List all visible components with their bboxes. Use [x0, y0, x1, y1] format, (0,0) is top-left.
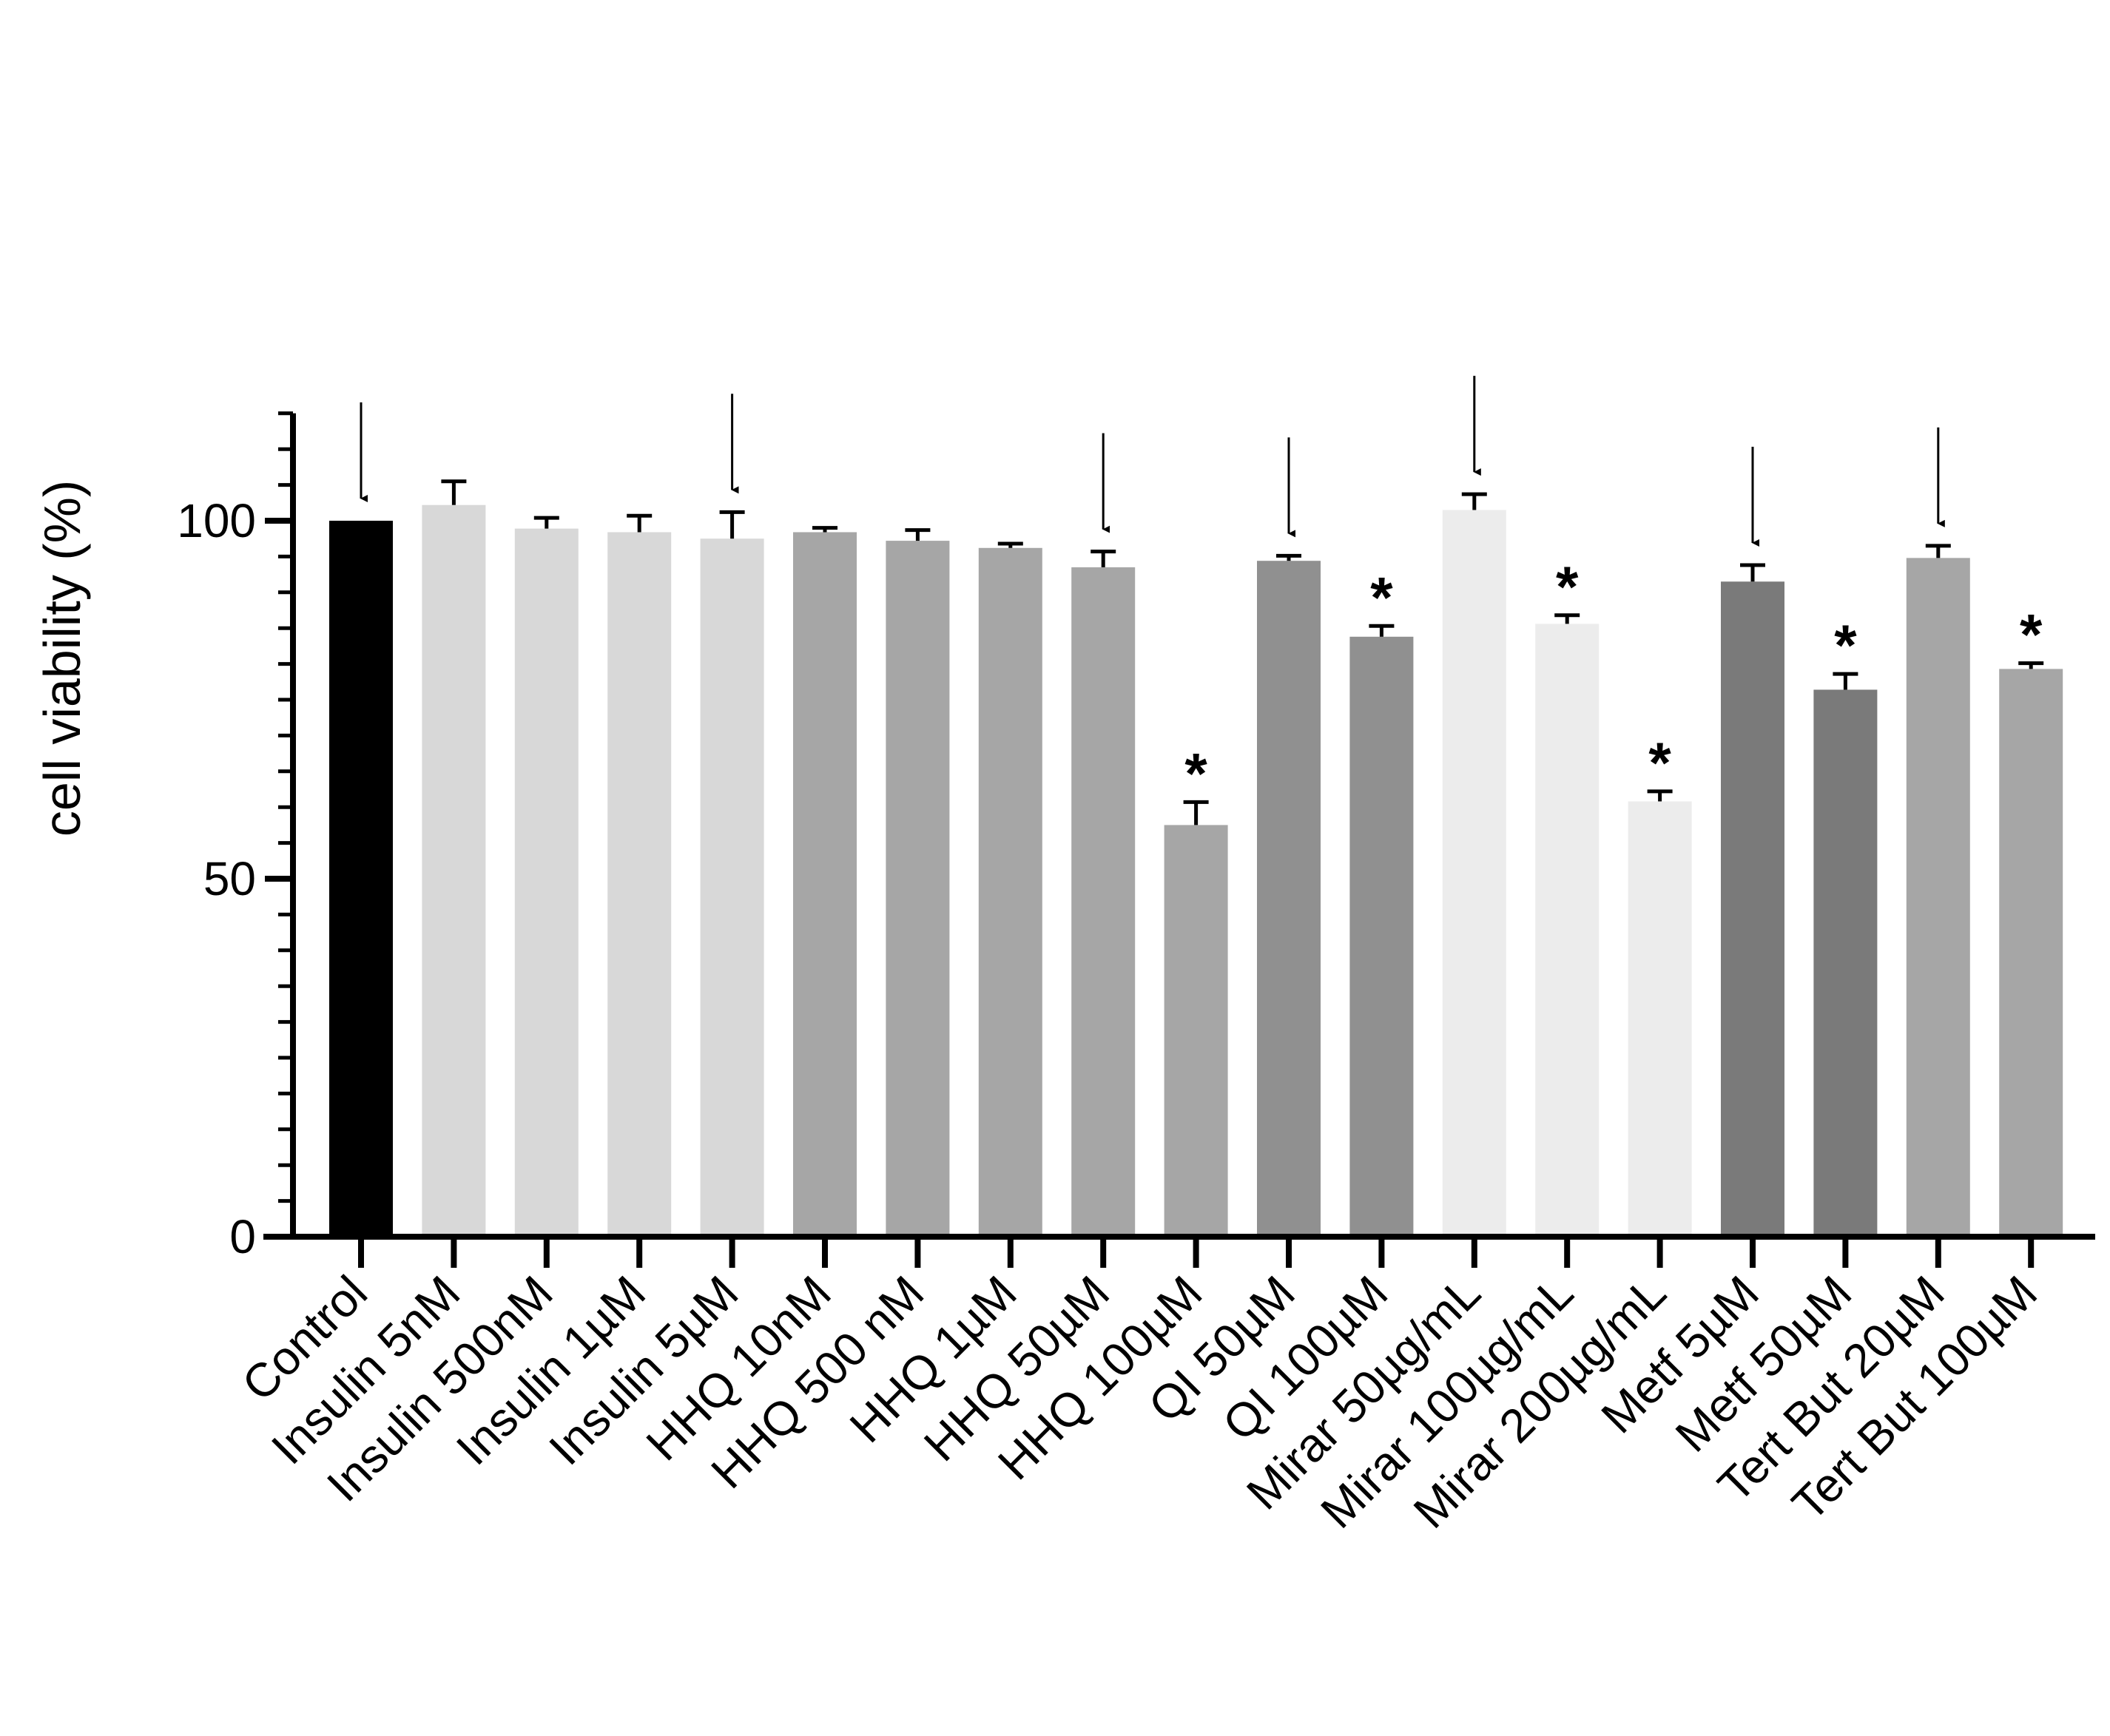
- bar: [886, 541, 950, 1237]
- bar: [1906, 558, 1970, 1237]
- bar: [329, 521, 393, 1237]
- bar: [1164, 825, 1228, 1237]
- y-axis-title-layer: cell viability (%): [33, 480, 91, 837]
- bar: [607, 532, 672, 1237]
- y-tick-label: 0: [229, 1210, 256, 1263]
- error-bars-layer: [441, 479, 2044, 825]
- bar: [1257, 561, 1321, 1237]
- bar: [422, 504, 486, 1237]
- bar: [978, 547, 1042, 1237]
- bar: [1442, 510, 1506, 1237]
- bar: [1535, 624, 1600, 1237]
- significance-star: *: [2020, 602, 2043, 667]
- bar: [793, 532, 857, 1237]
- bar: [1349, 636, 1414, 1237]
- bar: [1999, 669, 2063, 1237]
- bar: [700, 538, 764, 1237]
- bar: [1813, 689, 1878, 1237]
- bar: [1628, 801, 1692, 1237]
- bar: [514, 528, 579, 1237]
- annotations-layer: * * * * * *: [360, 376, 2043, 805]
- bars-layer: [329, 504, 2063, 1237]
- significance-star: *: [1370, 564, 1393, 629]
- significance-star: *: [1648, 730, 1671, 795]
- significance-star: *: [1834, 612, 1857, 678]
- significance-star: *: [1184, 740, 1207, 805]
- bar: [1071, 567, 1136, 1237]
- bar: [1721, 581, 1784, 1237]
- y-tick-label: 100: [177, 494, 256, 547]
- significance-star: *: [1556, 554, 1579, 619]
- y-axis-title: cell viability (%): [33, 480, 91, 837]
- y-tick-label: 50: [203, 852, 256, 905]
